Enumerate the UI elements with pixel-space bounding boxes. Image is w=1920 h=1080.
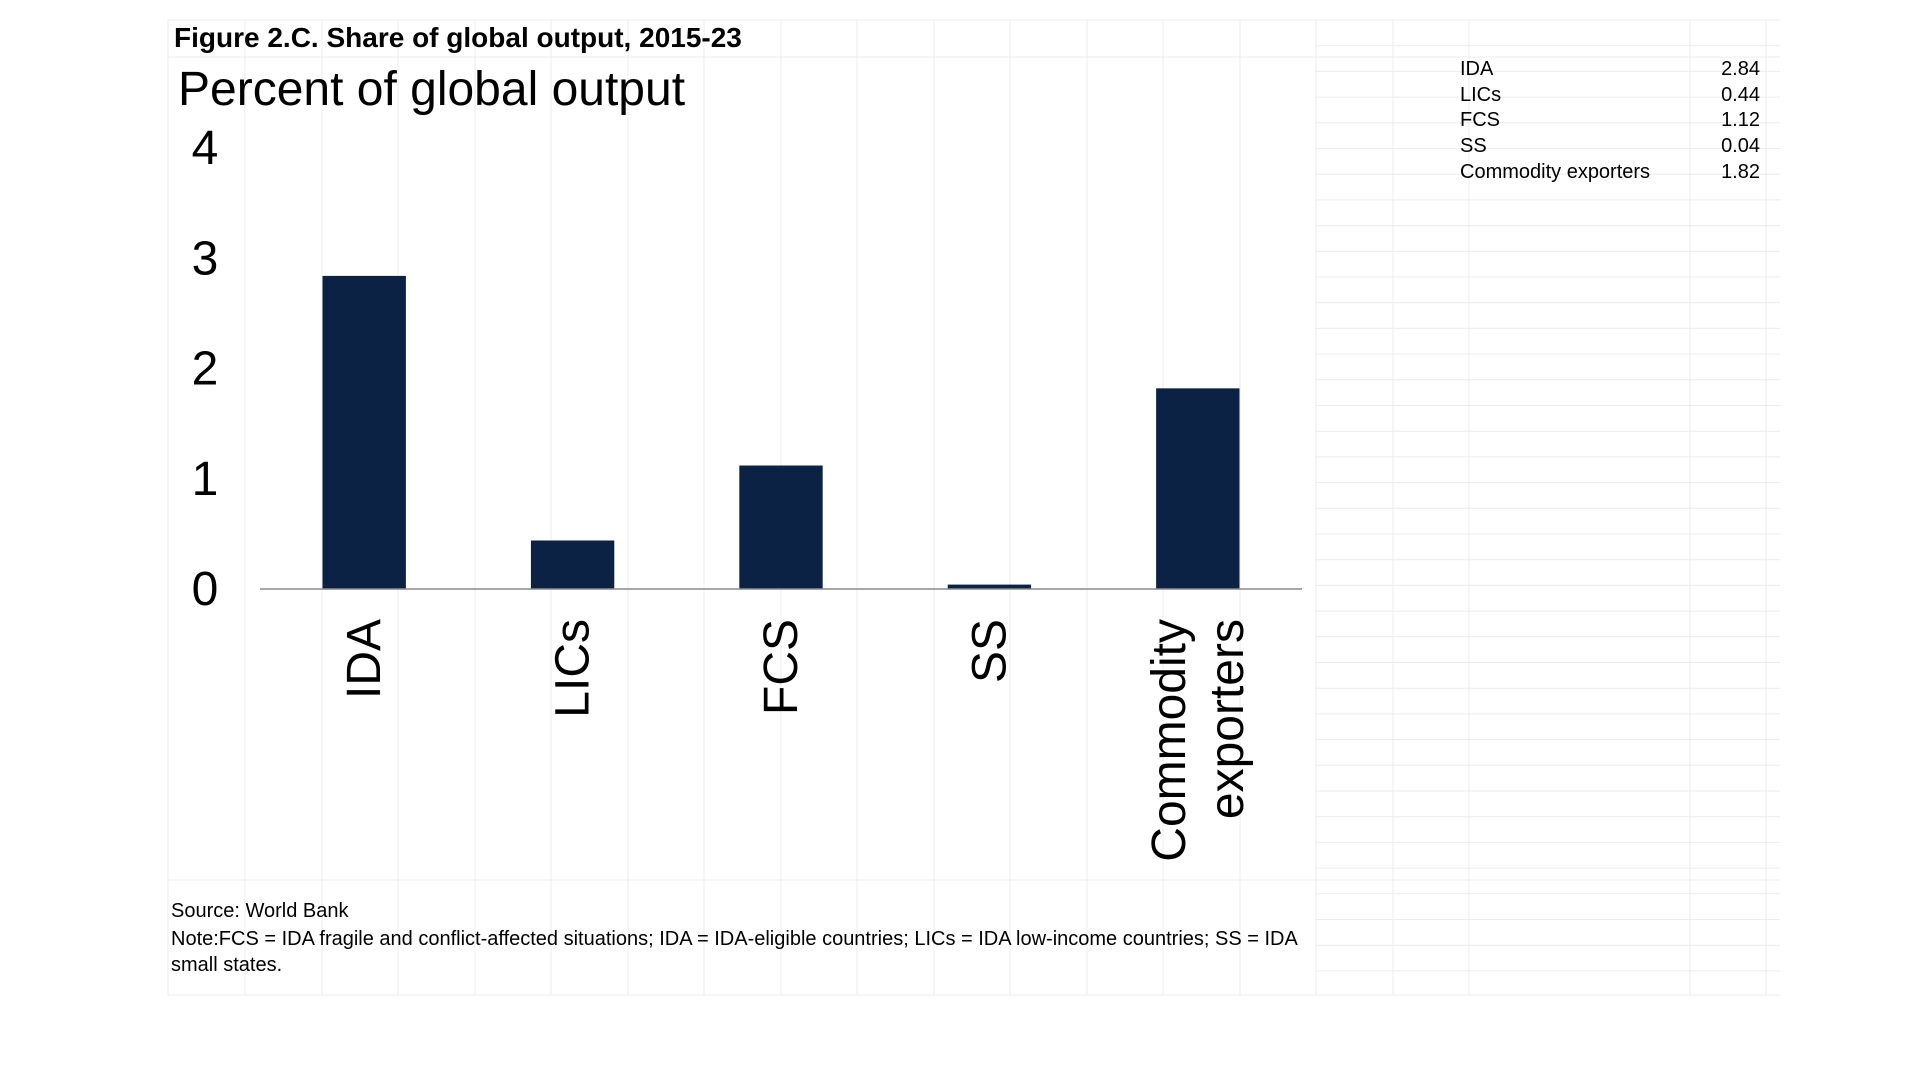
bar	[530, 540, 615, 589]
table-row: LICs 0.44	[1460, 84, 1760, 110]
y-tick-label: 4	[192, 122, 219, 175]
bar	[739, 465, 823, 589]
table-value: 1.12	[1721, 109, 1760, 132]
bar	[947, 584, 1032, 589]
svg-text:FCS: FCS	[755, 619, 808, 715]
table-value: 0.04	[1721, 135, 1760, 158]
bar-chart: 0 1 2 3 4 IDA LICs FCS SS Commodity exporters	[192, 122, 1302, 862]
svg-text:Commodity: Commodity	[1143, 619, 1196, 862]
svg-text:IDA: IDA	[338, 619, 391, 699]
svg-text:SS: SS	[963, 619, 1016, 683]
table-category: LICs	[1460, 83, 1502, 106]
x-tick-label: FCS	[755, 619, 808, 715]
y-tick-label: 1	[192, 453, 219, 506]
x-tick-label: LICs	[547, 619, 600, 718]
table-category: SS	[1460, 135, 1487, 158]
table-row: IDA 2.84	[1460, 58, 1760, 84]
svg-text:exporters: exporters	[1201, 619, 1254, 819]
unit-label: Percent of global output	[178, 63, 686, 116]
table-row: FCS 1.12	[1460, 109, 1760, 135]
table-category: IDA	[1460, 58, 1494, 80]
table-value: 2.84	[1721, 58, 1760, 80]
figure-title: Figure 2.C. Share of global output, 2015…	[174, 22, 742, 53]
x-tick-label: IDA	[338, 619, 391, 699]
y-tick-label: 0	[192, 563, 219, 616]
footnote: Note:FCS = IDA fragile and conflict-affe…	[171, 928, 1297, 976]
svg-text:LICs: LICs	[547, 619, 600, 718]
x-tick-label: Commodity exporters	[1143, 619, 1254, 862]
table-row: SS 0.04	[1460, 135, 1760, 161]
y-tick-label: 2	[192, 343, 219, 396]
table-value: 0.44	[1721, 83, 1760, 106]
bar	[322, 275, 406, 589]
source-note: Source: World Bank	[171, 900, 349, 922]
data-table: IDA 2.84 LICs 0.44 FCS 1.12 SS 0.04 Comm…	[1460, 58, 1760, 186]
bar	[1156, 388, 1240, 589]
table-category: FCS	[1460, 109, 1500, 132]
table-category: Commodity exporters	[1460, 160, 1651, 183]
y-tick-label: 3	[192, 232, 219, 285]
x-tick-label: SS	[963, 619, 1016, 683]
table-value: 1.82	[1721, 160, 1760, 183]
table-row: Commodity exporters 1.82	[1460, 161, 1760, 187]
